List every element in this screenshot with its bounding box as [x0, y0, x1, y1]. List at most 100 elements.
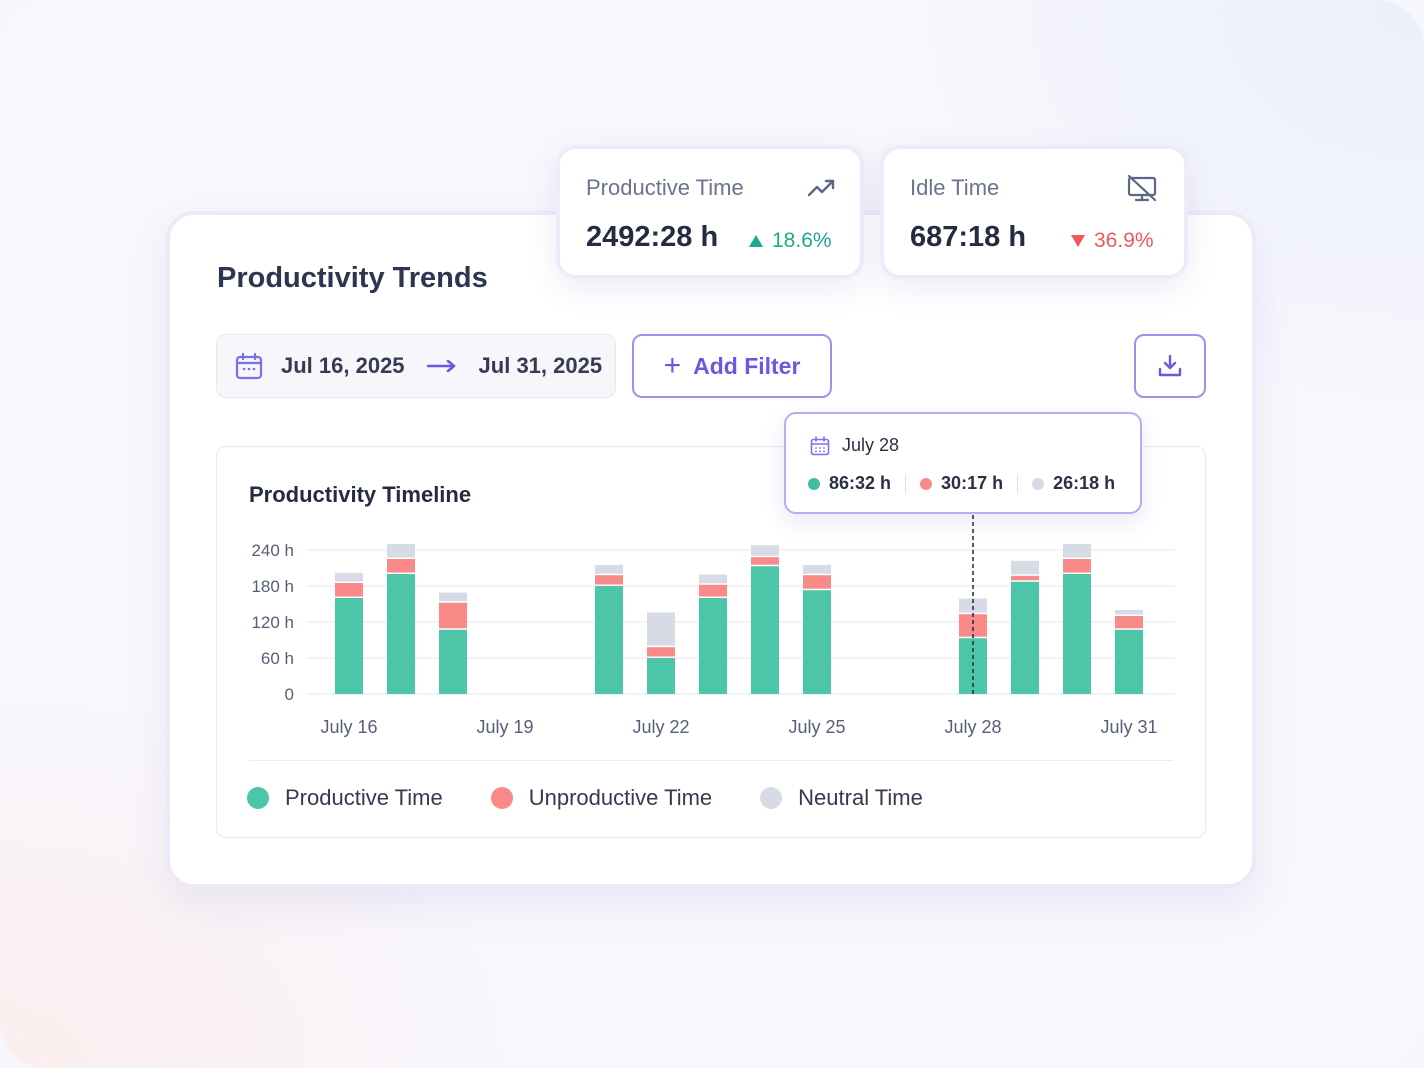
calendar-icon: [810, 435, 830, 455]
calendar-icon: [235, 352, 263, 380]
triangle-down-icon: [1071, 235, 1085, 247]
legend-dot: [760, 787, 783, 809]
y-tick-label: 180 h: [251, 577, 294, 596]
tooltip-value: 26:18 h: [1053, 473, 1116, 493]
plus-icon: +: [663, 349, 682, 382]
legend-item-neutral[interactable]: Neutral Time: [760, 785, 923, 811]
legend-item-productive[interactable]: Productive Time: [247, 785, 443, 811]
stat-change-value: 18.6%: [772, 229, 832, 252]
tooltip-date: July 28: [810, 435, 899, 456]
bar-productive: [595, 586, 623, 694]
bar-unproductive: [647, 647, 675, 657]
productive-time-card: Productive Time 2492:28 h 18.6%: [556, 145, 864, 279]
bar-productive: [335, 598, 363, 694]
bar-neutral: [1063, 544, 1091, 558]
bar-productive: [1011, 581, 1039, 694]
download-icon: [1158, 354, 1182, 377]
stat-change-up: 18.6%: [748, 229, 832, 253]
legend-label: Productive Time: [285, 785, 443, 810]
stat-label: Idle Time: [910, 175, 1000, 200]
x-tick-label: July 31: [1100, 717, 1157, 737]
bar-neutral: [595, 565, 623, 574]
tooltip-date-label: July 28: [842, 435, 900, 455]
bar-unproductive: [699, 584, 727, 597]
y-tick-label: 240 h: [251, 541, 294, 560]
bar-unproductive: [959, 614, 987, 637]
tooltip-dot: [920, 477, 933, 490]
bar-unproductive: [1115, 616, 1143, 629]
bar-unproductive: [387, 559, 415, 573]
bar-productive: [1063, 574, 1091, 694]
tooltip-value: 30:17 h: [941, 473, 1004, 493]
legend-label: Unproductive Time: [528, 785, 713, 810]
stat-change-value: 36.9%: [1094, 229, 1154, 252]
bar-unproductive: [803, 575, 831, 589]
chart-legend: Productive Time Unproductive Time Neutra…: [247, 785, 971, 811]
bar-productive: [1115, 629, 1143, 694]
tooltip-dot: [808, 477, 820, 490]
bar-neutral: [699, 574, 727, 584]
legend-dot: [247, 787, 269, 809]
x-tick-label: July 25: [788, 717, 845, 737]
idle-time-card: Idle Time 687:18 h 36.9%: [880, 145, 1188, 279]
legend-divider: [249, 760, 1173, 761]
end-date: Jul 31, 2025: [478, 353, 603, 378]
bar-neutral: [439, 592, 467, 602]
tooltip-value: 86:32 h: [829, 473, 892, 493]
bar-unproductive: [439, 602, 467, 629]
bar-unproductive: [1011, 575, 1039, 581]
x-tick-label: July 19: [476, 717, 533, 737]
arrow-right-icon: [426, 359, 455, 373]
tooltip-productive: 86:32 h: [808, 473, 891, 494]
bar-productive: [751, 566, 779, 694]
download-button[interactable]: [1134, 334, 1206, 398]
legend-label: Neutral Time: [798, 785, 923, 810]
tooltip-separator: [1017, 473, 1019, 494]
bar-productive: [699, 598, 727, 694]
bar-unproductive: [595, 575, 623, 585]
add-filter-label: Add Filter: [693, 352, 801, 379]
stat-label: Productive Time: [586, 175, 744, 200]
bar-unproductive: [335, 583, 363, 597]
bar-neutral: [1011, 560, 1039, 575]
bar-productive: [647, 658, 675, 694]
bar-neutral: [803, 565, 831, 574]
bar-productive: [803, 590, 831, 694]
tooltip-unproductive: 30:17 h: [920, 473, 1003, 494]
x-tick-label: July 22: [632, 717, 689, 737]
legend-item-unproductive[interactable]: Unproductive Time: [490, 785, 713, 811]
tooltip-dot: [1032, 477, 1045, 490]
stat-value: 687:18 h: [910, 221, 1027, 253]
y-tick-label: 0: [285, 685, 294, 704]
tooltip-values: 86:32 h 30:17 h 26:18 h: [808, 473, 1115, 494]
bar-productive: [439, 629, 467, 694]
bar-unproductive: [1063, 559, 1091, 573]
bar-neutral: [647, 612, 675, 646]
legend-dot: [490, 787, 513, 809]
y-tick-label: 60 h: [261, 649, 294, 668]
bar-productive: [387, 574, 415, 694]
y-tick-label: 120 h: [251, 613, 294, 632]
bar-neutral: [959, 598, 987, 613]
add-filter-button[interactable]: + Add Filter: [632, 334, 832, 398]
stat-change-down: 36.9%: [1070, 229, 1154, 253]
timeline-title: Productivity Timeline: [249, 482, 472, 507]
tooltip-separator: [905, 473, 907, 494]
bar-neutral: [751, 545, 779, 556]
start-date: Jul 16, 2025: [281, 353, 405, 378]
trending-up-icon: [807, 179, 835, 197]
bar-neutral: [1115, 610, 1143, 615]
bar-neutral: [335, 572, 363, 582]
productivity-chart: 0 60 h 120 h 180 h 240 h July 16 July 19 July 2…: [251, 515, 1175, 737]
date-range-picker[interactable]: Jul 16, 2025 Jul 31, 2025: [216, 334, 616, 398]
bar-unproductive: [751, 557, 779, 565]
x-tick-label: July 28: [944, 717, 1001, 737]
tooltip-neutral: 26:18 h: [1032, 473, 1115, 494]
monitor-off-icon: [1127, 175, 1157, 202]
chart-tooltip: July 28 86:32 h 30:17 h 26:18 h: [784, 412, 1142, 514]
bar-neutral: [387, 544, 415, 558]
x-tick-label: July 16: [320, 717, 377, 737]
page-title: Productivity Trends: [217, 262, 488, 294]
triangle-up-icon: [749, 235, 763, 247]
stat-value: 2492:28 h: [586, 221, 719, 253]
